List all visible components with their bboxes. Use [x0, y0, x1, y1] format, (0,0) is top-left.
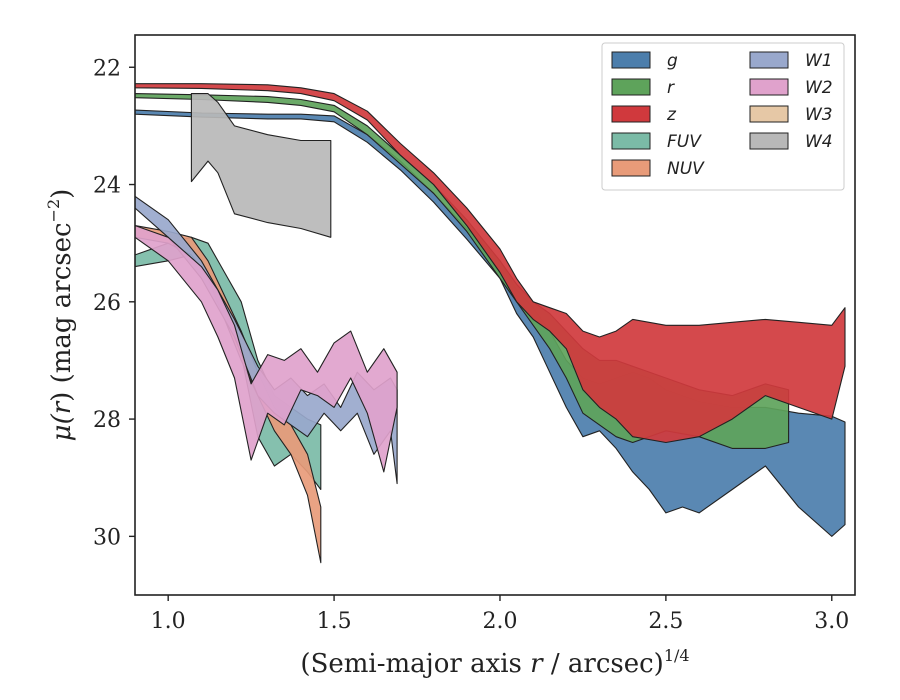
- legend-swatch-g: [611, 51, 651, 69]
- y-tick-label: 26: [93, 291, 121, 316]
- axes-frame: [134, 34, 856, 596]
- legend-swatch-z: [611, 105, 651, 123]
- legend-label-fuv: FUV: [667, 132, 702, 152]
- band-w2: [135, 225, 398, 473]
- y-tick-label: 24: [93, 174, 121, 199]
- y-tick-label: 22: [93, 56, 121, 81]
- x-tick-label: 1.0: [151, 609, 186, 634]
- legend-swatch-w4: [749, 132, 789, 150]
- legend: grz FUV NUV W1 W2 W3 W4: [601, 42, 845, 191]
- y-axis-label: μ(r) (mag arcsec−2): [44, 189, 77, 442]
- legend-label-w1: W1: [805, 51, 833, 71]
- legend-swatch-nuv: [611, 159, 651, 177]
- y-tick-label: 28: [93, 408, 121, 433]
- x-tick-label: 2.0: [482, 609, 517, 634]
- legend-label-z: z: [666, 105, 677, 125]
- legend-swatch-r: [611, 78, 651, 96]
- legend-label-w3: W3: [805, 105, 833, 125]
- legend-swatch-w3: [749, 105, 789, 123]
- plot-area: [135, 83, 846, 564]
- legend-label-w4: W4: [805, 132, 833, 152]
- legend-label-w2: W2: [805, 78, 833, 98]
- band-w4: [190, 93, 332, 238]
- y-tick-label: 30: [93, 525, 121, 550]
- x-tick-label: 3.0: [814, 609, 849, 634]
- legend-label-nuv: NUV: [667, 159, 705, 179]
- y-axis: 22 24 26 28 30: [93, 56, 135, 550]
- legend-swatch-w2: [749, 78, 789, 96]
- x-tick-label: 1.5: [317, 609, 352, 634]
- x-axis-label: (Semi-major axis r / arcsec)1/4: [300, 646, 689, 679]
- legend-swatch-w1: [749, 51, 789, 69]
- legend-swatch-fuv: [611, 132, 651, 150]
- x-tick-label: 2.5: [648, 609, 683, 634]
- legend-label-r: r: [667, 78, 675, 98]
- legend-label-g: g: [667, 51, 678, 71]
- band-z: [135, 83, 846, 444]
- x-axis: 1.0 1.5 2.0 2.5 3.0: [151, 595, 849, 634]
